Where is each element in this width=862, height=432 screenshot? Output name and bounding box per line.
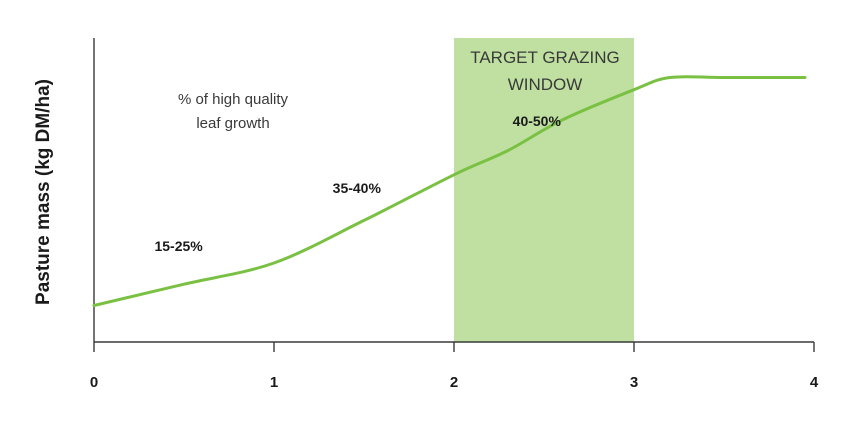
x-tick-label: 1: [270, 374, 278, 391]
band-title-line-1: TARGET GRAZING: [470, 48, 620, 67]
x-tick-label: 2: [450, 374, 458, 391]
percentage-labels: 15-25% 35-40% 40-50%: [154, 113, 561, 254]
target-grazing-band: [454, 38, 634, 342]
x-axis-ticks: 0 1 2 3 4: [90, 342, 819, 391]
quality-note-line-1: % of high quality: [178, 91, 289, 108]
percentage-label: 15-25%: [154, 238, 203, 254]
x-tick-label: 0: [90, 374, 98, 391]
x-tick-label: 4: [810, 374, 819, 391]
y-axis-title: Pasture mass (kg DM/ha): [33, 79, 54, 305]
percentage-label: 40-50%: [513, 113, 562, 129]
pasture-growth-curve: [92, 75, 807, 307]
quality-note-line-2: leaf growth: [196, 115, 269, 132]
band-title-line-2: WINDOW: [508, 75, 583, 94]
x-tick-label: 3: [630, 374, 638, 391]
percentage-label: 35-40%: [333, 180, 382, 196]
